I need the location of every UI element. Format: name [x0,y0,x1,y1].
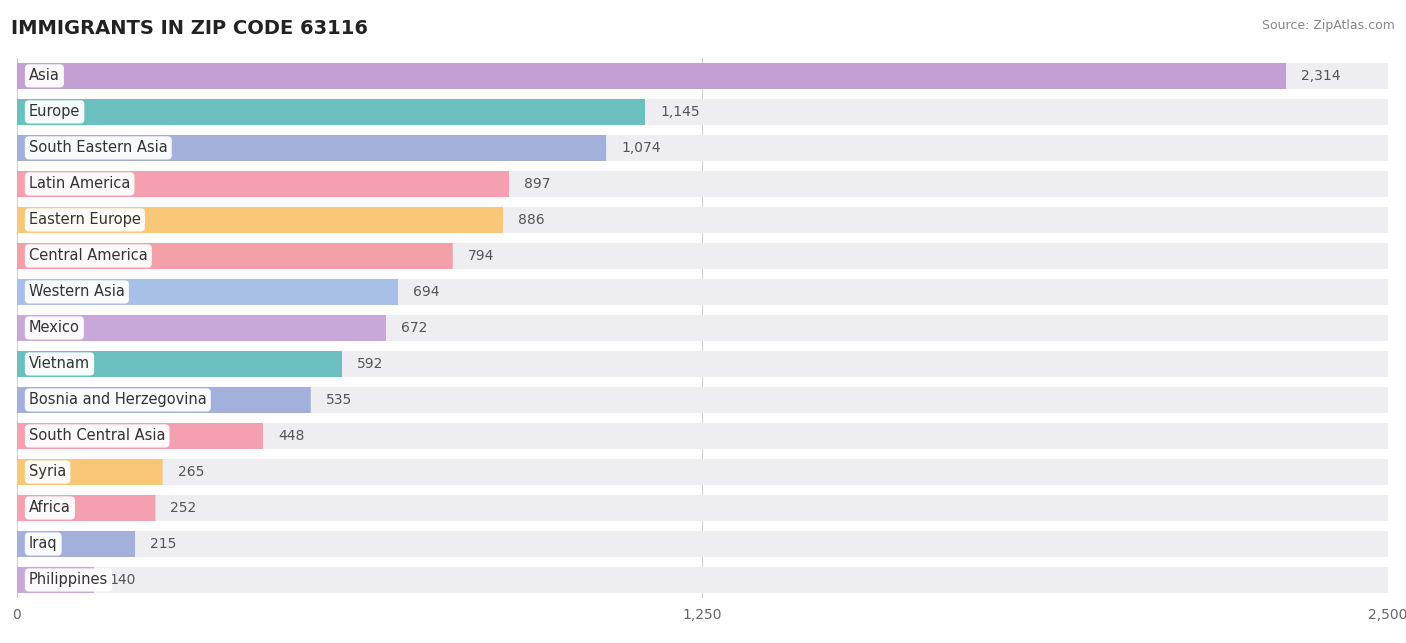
Text: 672: 672 [401,321,427,335]
Text: Mexico: Mexico [30,320,80,336]
Bar [17,459,162,485]
Bar [17,387,1388,413]
Bar [17,171,508,197]
Bar [17,207,1388,233]
Text: 535: 535 [326,393,352,407]
Text: 592: 592 [357,357,384,371]
Bar [17,135,1388,161]
Bar [17,495,155,521]
Bar [17,387,309,413]
Bar [17,423,262,449]
Bar [17,279,396,305]
Text: Bosnia and Herzegovina: Bosnia and Herzegovina [30,392,207,408]
Bar [17,243,1388,269]
Text: Syria: Syria [30,464,66,480]
Text: Asia: Asia [30,68,60,84]
Text: Vietnam: Vietnam [30,356,90,372]
Bar [17,351,1388,377]
Text: Latin America: Latin America [30,176,131,192]
Text: Africa: Africa [30,500,70,516]
Text: IMMIGRANTS IN ZIP CODE 63116: IMMIGRANTS IN ZIP CODE 63116 [11,19,368,39]
Bar [17,423,1388,449]
Bar [17,495,1388,521]
Text: 252: 252 [170,501,197,515]
Bar [17,63,1388,89]
Text: South Central Asia: South Central Asia [30,428,166,444]
Text: Western Asia: Western Asia [30,284,125,300]
Bar [17,99,1388,125]
Text: Central America: Central America [30,248,148,264]
Text: 2,314: 2,314 [1301,69,1340,83]
Text: 448: 448 [278,429,304,443]
Bar [17,531,134,557]
Bar [17,459,1388,485]
Bar [17,171,1388,197]
Bar [17,315,1388,341]
Bar [17,99,644,125]
Bar [17,63,1285,89]
Bar [17,243,451,269]
Text: 886: 886 [517,213,544,227]
Text: Philippines: Philippines [30,572,108,588]
Text: Iraq: Iraq [30,536,58,552]
Text: 215: 215 [150,537,177,551]
Text: South Eastern Asia: South Eastern Asia [30,140,167,156]
Text: Source: ZipAtlas.com: Source: ZipAtlas.com [1261,19,1395,32]
Bar [17,531,1388,557]
Text: 897: 897 [524,177,551,191]
Text: 694: 694 [413,285,439,299]
Bar [17,315,385,341]
Text: 794: 794 [468,249,494,263]
Bar [17,207,502,233]
Text: Eastern Europe: Eastern Europe [30,212,141,228]
Text: 265: 265 [177,465,204,479]
Bar [17,351,340,377]
Text: 1,145: 1,145 [659,105,700,119]
Bar [17,135,605,161]
Text: 1,074: 1,074 [621,141,661,155]
Bar [17,279,1388,305]
Bar [17,567,1388,593]
Text: Europe: Europe [30,104,80,120]
Text: 140: 140 [110,573,135,587]
Bar [17,567,93,593]
